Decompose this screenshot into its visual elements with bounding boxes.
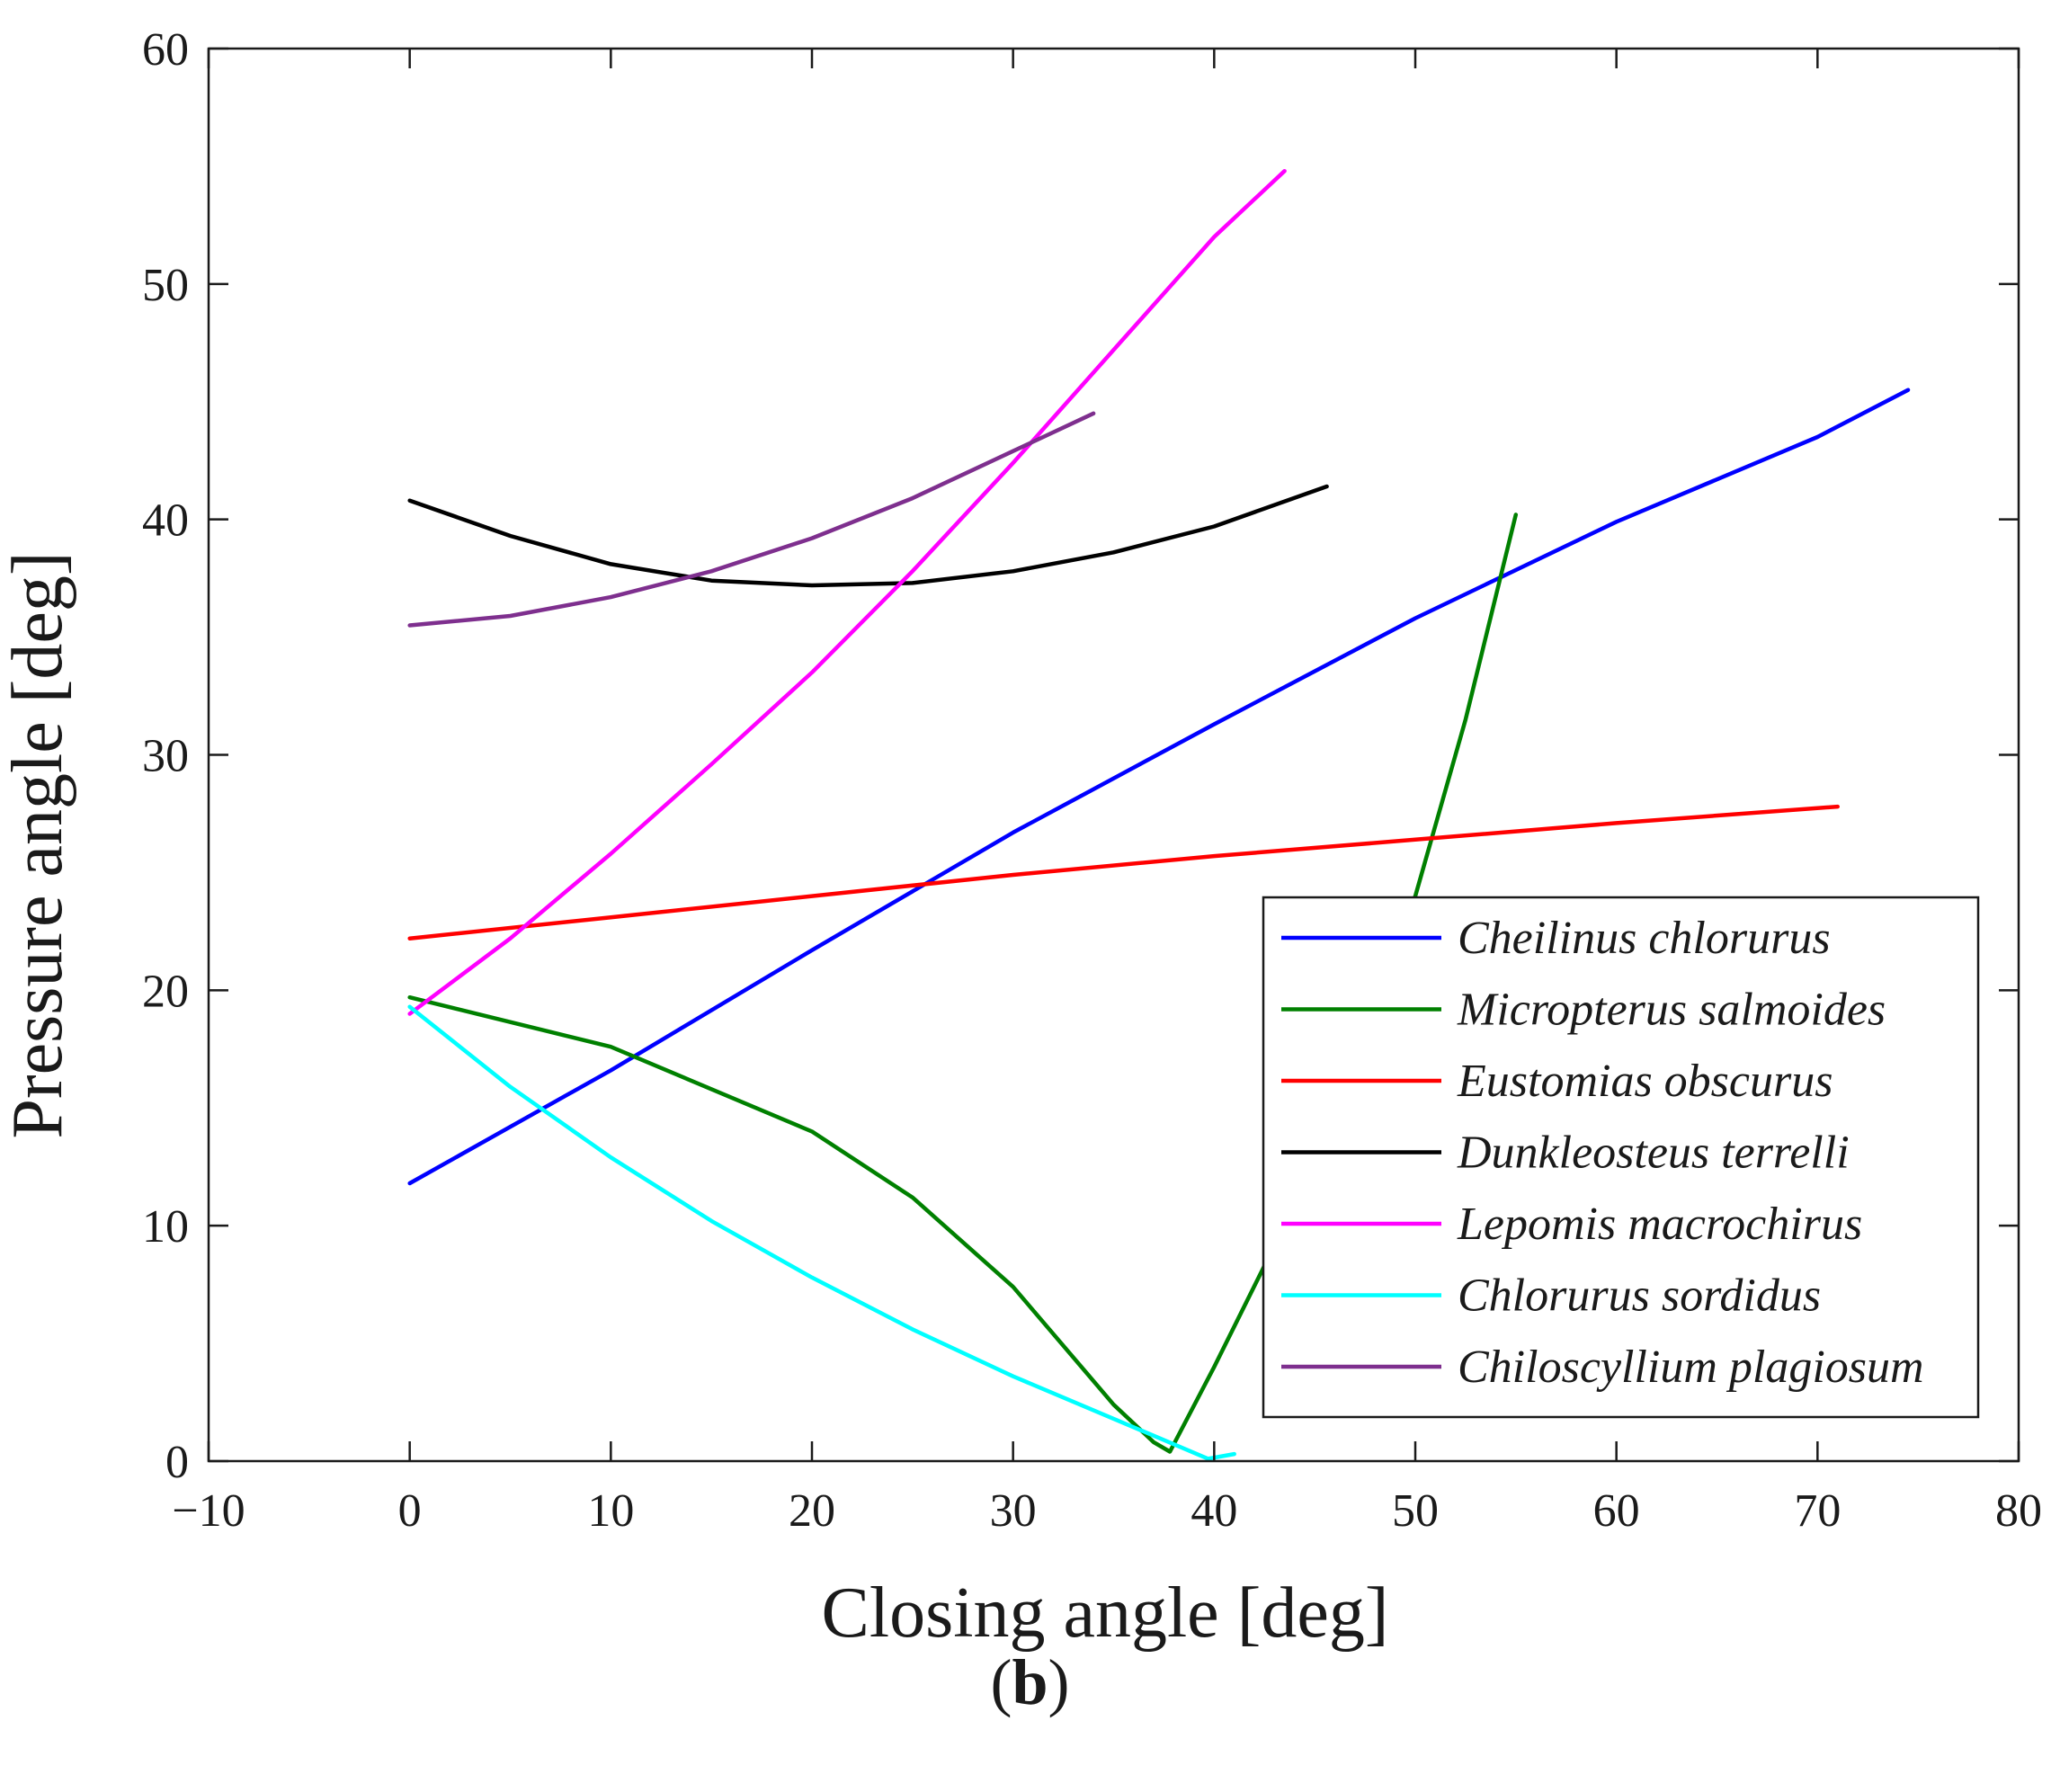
legend-label-cheilinus-chlorurus: Cheilinus chlorurus [1458,913,1831,964]
caption-open-paren: ( [990,1646,1012,1718]
y-tick-label: 0 [165,1437,189,1488]
ticks [207,47,2020,1463]
x-tick-label: 60 [1593,1485,1640,1537]
series-line-eustomias-obscurus [407,804,1840,941]
y-tick-label: 20 [142,966,189,1017]
y-tick-label: 10 [142,1201,189,1253]
x-tick-label: 40 [1191,1485,1237,1537]
x-tick-label: 80 [1995,1485,2042,1537]
x-tick-label: −10 [172,1485,245,1537]
x-tick-label: 50 [1392,1485,1439,1537]
y-tick-label: 60 [142,24,189,76]
series-line-chlorurus-sordidus [407,1004,1236,1461]
x-tick-label: 0 [398,1485,422,1537]
legend-label-eustomias-obscurus: Eustomias obscurus [1457,1056,1833,1107]
caption-label: b [1012,1646,1048,1718]
y-tick-label: 40 [142,495,189,547]
series-line-chiloscyllium-plagiosum [407,411,1096,628]
plot-lines [407,168,1911,1461]
y-axis-title: Pressure angle [deg] [0,551,77,1138]
series-line-cheilinus-chlorurus [407,388,1911,1186]
x-tick-label: 30 [990,1485,1037,1537]
legend-label-lepomis-macrochirus: Lepomis macrochirus [1457,1199,1862,1250]
legend-label-chlorurus-sordidus: Chlorurus sordidus [1458,1270,1821,1322]
x-tick-label: 20 [789,1485,835,1537]
x-tick-label: 70 [1794,1485,1841,1537]
legend: Cheilinus chlorurus Micropterus salmoides… [1262,896,1980,1419]
y-tick-label: 50 [142,260,189,311]
legend-label-micropterus-salmoides: Micropterus salmoides [1457,985,1886,1036]
figure-caption: (b) [0,1645,2060,1720]
legend-label-dunkleosteus-terrelli: Dunkleosteus terrelli [1457,1128,1850,1179]
legend-box [1262,896,1980,1419]
y-tick-label: 30 [142,731,189,782]
x-tick-label: 10 [587,1485,634,1537]
legend-items: Cheilinus chlorurus Micropterus salmoides… [1281,913,1924,1393]
legend-label-chiloscyllium-plagiosum: Chiloscyllium plagiosum [1458,1342,1924,1393]
caption-close-paren: ) [1048,1646,1070,1718]
series-line-lepomis-macrochirus [407,168,1287,1016]
series-line-dunkleosteus-terrelli [407,484,1329,588]
x-axis-title: Closing angle [deg] [822,1574,1389,1653]
